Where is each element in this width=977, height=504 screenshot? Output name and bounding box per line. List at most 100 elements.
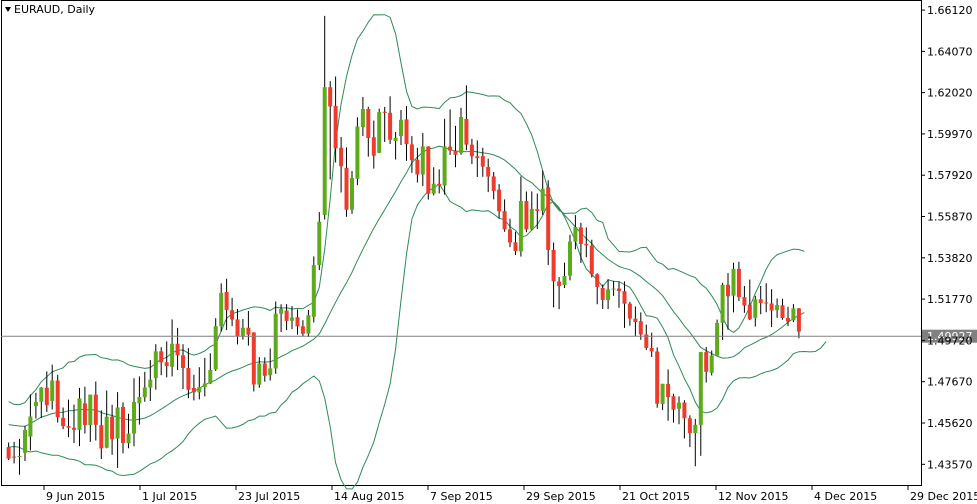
candle-body bbox=[224, 292, 229, 311]
middle-band-line bbox=[8, 145, 805, 427]
bear-candle bbox=[72, 404, 76, 444]
chart-title-group: EURAUD, Daily bbox=[5, 3, 96, 16]
bear-candle bbox=[448, 109, 453, 155]
candle-body bbox=[137, 397, 142, 404]
bear-candle bbox=[736, 261, 741, 301]
bull-candle bbox=[115, 392, 120, 468]
bollinger-bands bbox=[8, 14, 827, 490]
bull-candle bbox=[257, 357, 262, 388]
candle-body bbox=[469, 144, 474, 157]
y-tick-label: 1.64070 bbox=[927, 45, 973, 58]
candle-body bbox=[279, 309, 284, 314]
bear-candle bbox=[99, 410, 104, 459]
candle-body bbox=[66, 426, 71, 428]
candle-body bbox=[524, 201, 529, 230]
bull-candle bbox=[350, 171, 354, 214]
bull-candle bbox=[606, 279, 611, 309]
bear-candle bbox=[415, 147, 420, 183]
candle-body bbox=[480, 156, 485, 167]
candle-body bbox=[557, 281, 562, 286]
candle-body bbox=[426, 146, 431, 194]
bear-candle bbox=[284, 304, 289, 331]
bear-candle bbox=[726, 273, 730, 330]
bear-candle bbox=[251, 332, 256, 392]
candle-body bbox=[693, 424, 698, 434]
bear-candle bbox=[780, 298, 785, 320]
candle-body bbox=[262, 363, 267, 376]
candle-body bbox=[687, 418, 692, 433]
bear-candle bbox=[382, 106, 387, 142]
candle-body bbox=[72, 427, 76, 430]
candle-body bbox=[415, 159, 420, 175]
triangle-down-icon[interactable] bbox=[5, 7, 11, 12]
bear-candle bbox=[578, 222, 583, 263]
bear-candle bbox=[638, 312, 643, 340]
candle-body bbox=[562, 276, 567, 285]
time-axis: 9 Jun 2015 1 Jul 2015 23 Jul 2015 14 Aug 20… bbox=[43, 485, 977, 503]
candle-body bbox=[246, 327, 251, 335]
candle-body bbox=[115, 407, 120, 439]
bear-candle bbox=[246, 311, 251, 346]
candle-body bbox=[235, 319, 240, 337]
bear-candle bbox=[181, 344, 185, 390]
bull-candle bbox=[660, 383, 665, 411]
bear-candle bbox=[769, 289, 774, 328]
candle-body bbox=[300, 326, 305, 334]
y-tick-label: 1.62020 bbox=[927, 87, 973, 100]
bear-candle bbox=[344, 147, 349, 217]
bear-candle bbox=[524, 191, 529, 233]
bull-candle bbox=[677, 396, 681, 425]
candle-body bbox=[791, 308, 796, 321]
bull-candle bbox=[791, 304, 796, 323]
candle-body bbox=[333, 105, 338, 149]
bear-candle bbox=[300, 320, 305, 337]
candle-body bbox=[742, 297, 747, 306]
candlestick-series bbox=[6, 15, 801, 475]
bear-candle bbox=[764, 283, 769, 313]
candle-body bbox=[399, 119, 403, 137]
bear-candle bbox=[486, 158, 491, 193]
candle-body bbox=[568, 241, 572, 276]
y-tick-label: 1.51770 bbox=[927, 293, 973, 306]
bear-candle bbox=[682, 400, 687, 439]
bull-candle bbox=[104, 390, 109, 449]
bull-candle bbox=[153, 344, 158, 390]
bear-candle bbox=[295, 309, 300, 335]
candle-body bbox=[753, 299, 758, 318]
bull-candle bbox=[377, 108, 382, 154]
candle-body bbox=[464, 119, 469, 145]
bear-candle bbox=[535, 193, 540, 229]
x-tick-label: 9 Jun 2015 bbox=[46, 490, 105, 503]
bear-candle bbox=[786, 306, 790, 327]
bear-candle bbox=[704, 347, 709, 383]
bull-candle bbox=[28, 394, 33, 451]
candle-body bbox=[344, 167, 349, 210]
candle-body bbox=[350, 178, 354, 210]
candle-body bbox=[159, 351, 164, 363]
bull-candle bbox=[213, 318, 218, 371]
candle-body bbox=[126, 433, 131, 444]
candle-body bbox=[589, 245, 594, 275]
bull-candle bbox=[611, 281, 616, 296]
candle-body bbox=[775, 305, 780, 311]
bull-candle bbox=[290, 306, 294, 330]
bull-candle bbox=[219, 283, 224, 332]
candle-body bbox=[55, 380, 60, 418]
bull-candle bbox=[698, 351, 703, 456]
bull-candle bbox=[148, 360, 153, 401]
bull-candle bbox=[540, 170, 545, 215]
bear-candle bbox=[66, 399, 71, 438]
x-tick-label: 1 Jul 2015 bbox=[142, 490, 197, 503]
bear-candle bbox=[464, 85, 469, 151]
bear-candle bbox=[426, 146, 431, 200]
bear-candle bbox=[6, 442, 11, 460]
bear-candle bbox=[453, 125, 458, 168]
y-tick-label: 1.57920 bbox=[927, 169, 973, 182]
bull-candle bbox=[311, 256, 316, 323]
candle-body bbox=[360, 109, 365, 128]
candle-body bbox=[622, 291, 627, 304]
bull-candle bbox=[399, 110, 403, 145]
candle-body bbox=[747, 304, 752, 320]
bull-candle bbox=[360, 96, 365, 137]
